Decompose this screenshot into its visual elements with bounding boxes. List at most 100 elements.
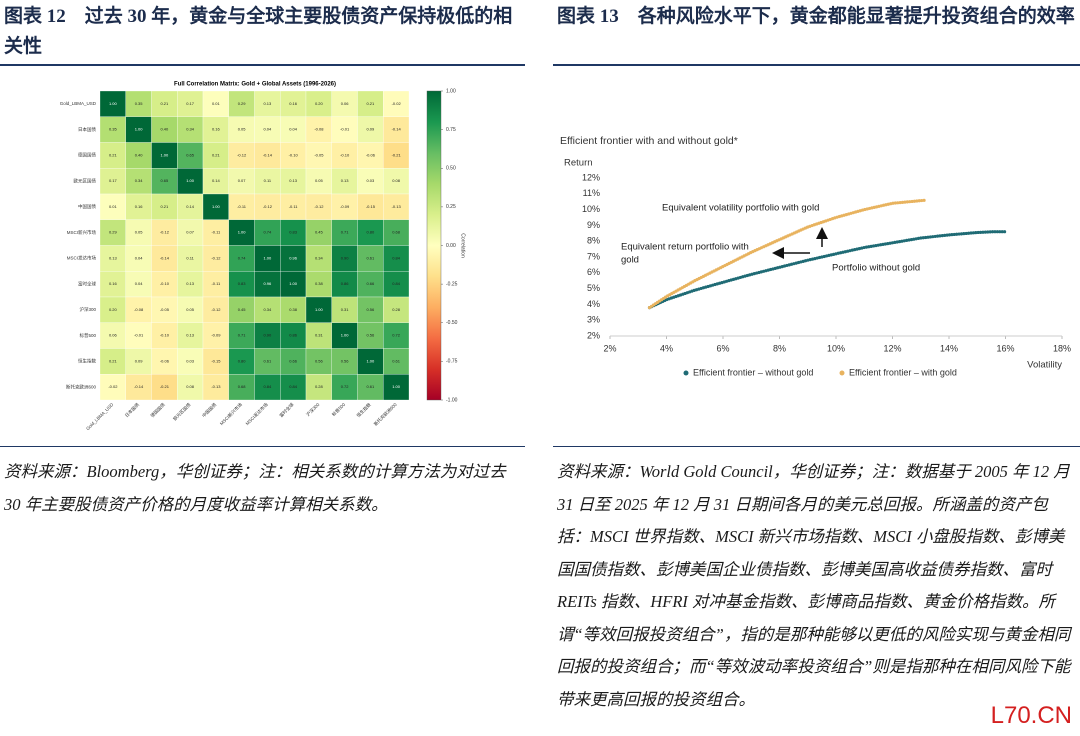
cell-label: 0.03 (366, 178, 375, 183)
heatmap-cell (254, 245, 281, 272)
x-tick-label: 10% (827, 343, 845, 353)
chart-title: Full Correlation Matrix: Gold + Global A… (174, 82, 336, 88)
cell-label: 0.71 (238, 333, 247, 338)
heatmap-cell (357, 348, 384, 375)
cell-label: -0.12 (211, 255, 221, 260)
heatmap-cell (177, 245, 204, 272)
heatmap-cell (357, 245, 384, 272)
cell-label: 0.21 (366, 101, 375, 106)
cell-label: 0.06 (109, 333, 118, 338)
cell-label: 0.21 (160, 101, 169, 106)
figure-left: 图表 12 过去 30 年，黄金与全球主要股债资产保持极低的相关性 Full C… (0, 0, 525, 736)
heatmap-cell (305, 168, 332, 195)
cell-label: 0.06 (341, 101, 350, 106)
heatmap-cell (280, 90, 307, 117)
cell-label: 0.14 (186, 204, 195, 209)
cell-label: 0.90 (263, 333, 272, 338)
x-tick-label: 欧元区国债 (172, 401, 193, 422)
cell-label: 0.61 (366, 384, 375, 389)
heatmap-cell (228, 374, 255, 401)
heatmap-cell (99, 219, 126, 246)
series-line (647, 198, 928, 310)
figure-heading: 图表 13 各种风险水平下，黄金都能显著提升投资组合的效率 (557, 6, 1075, 27)
x-tick-label: Gold_LBMA_USD (85, 401, 115, 431)
cell-label: 0.13 (186, 281, 195, 286)
x-tick-label: 8% (773, 343, 786, 353)
cell-label: 1.00 (315, 307, 324, 312)
cell-label: 0.35 (109, 127, 118, 132)
heatmap-cell (254, 193, 281, 220)
cell-label: -0.08 (134, 307, 144, 312)
x-tick-label: 日本国债 (123, 401, 141, 419)
heatmap-cell (254, 348, 281, 375)
cell-label: 0.13 (186, 333, 195, 338)
cell-label: 0.08 (392, 178, 401, 183)
cell-label: -0.05 (314, 152, 324, 157)
cell-label: 0.07 (186, 230, 195, 235)
heatmap-cell (125, 90, 152, 117)
colorbar-tick-label: 1.00 (446, 88, 456, 94)
cell-label: 0.40 (135, 152, 144, 157)
heatmap-cell (331, 219, 358, 246)
cell-label: -0.11 (237, 204, 247, 209)
cell-label: 0.38 (289, 307, 298, 312)
cell-label: 0.56 (315, 358, 324, 363)
heatmap-cell (383, 374, 410, 401)
heatmap-cell (305, 193, 332, 220)
heatmap-cell (357, 193, 384, 220)
heatmap-cell (280, 219, 307, 246)
heatmap-cell (151, 168, 178, 195)
figure-note: 资料来源：Bloomberg，华创证券；注：相关系数的计算方法为对过去 30 年… (4, 462, 506, 514)
x-tick-label: 4% (660, 343, 673, 353)
cell-label: -0.02 (392, 101, 402, 106)
heatmap-cell (202, 90, 229, 117)
colorbar-tick-label: -1.00 (446, 397, 458, 403)
y-tick-label: 日本国债 (78, 126, 96, 133)
heatmap-cell (331, 245, 358, 272)
heatmap-cell (357, 142, 384, 169)
cell-label: -0.12 (211, 307, 221, 312)
x-tick-label: MSCI新兴市场 (218, 401, 244, 427)
heatmap-cell (202, 322, 229, 349)
cell-label: 0.90 (341, 255, 350, 260)
cell-label: 0.65 (186, 152, 195, 157)
cell-label: -0.14 (160, 255, 170, 260)
x-tick-label: 18% (1053, 343, 1071, 353)
heatmap-cell (357, 374, 384, 401)
heatmap-cell (151, 322, 178, 349)
cell-label: 0.09 (135, 358, 144, 363)
heatmap-cell (151, 90, 178, 117)
heatmap-cell (125, 322, 152, 349)
x-tick-label: 2% (603, 343, 616, 353)
heatmap-cell (177, 322, 204, 349)
figure-note: 资料来源：World Gold Council，华创证券；注：数据基于 2005… (557, 462, 1071, 709)
heatmap-cell (331, 116, 358, 143)
cell-label: -0.11 (289, 204, 299, 209)
rule (0, 446, 525, 447)
y-axis-label: Return (564, 158, 593, 169)
cell-label: 0.16 (135, 204, 144, 209)
chart-title: Efficient frontier with and without gold… (560, 135, 738, 147)
cell-label: -0.09 (211, 333, 221, 338)
heatmap-cell (383, 219, 410, 246)
rule (0, 64, 525, 66)
heatmap-cell (331, 271, 358, 298)
cell-label: 0.05 (135, 230, 144, 235)
cell-label: -0.15 (211, 358, 221, 363)
cell-label: 0.04 (135, 255, 144, 260)
heatmap-cell (383, 348, 410, 375)
heatmap-cell (331, 374, 358, 401)
heatmap-cell (151, 271, 178, 298)
cell-label: -0.11 (211, 230, 221, 235)
cell-label: 0.80 (366, 230, 375, 235)
cell-label: -0.15 (366, 204, 376, 209)
legend-marker (683, 370, 689, 376)
x-tick-label: 16% (996, 343, 1014, 353)
heatmap-cell (383, 271, 410, 298)
heatmap-cell (99, 168, 126, 195)
y-tick-label: 6% (587, 267, 600, 277)
heatmap-cell (177, 168, 204, 195)
cell-label: -0.13 (211, 384, 221, 389)
cell-label: -0.21 (160, 384, 170, 389)
